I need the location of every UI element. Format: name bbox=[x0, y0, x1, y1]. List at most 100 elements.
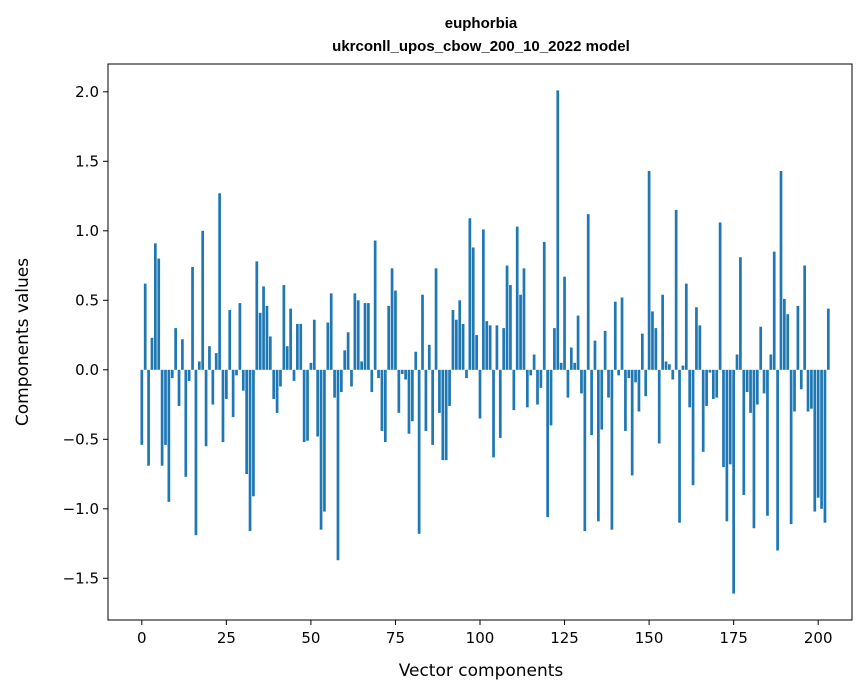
bar-89 bbox=[441, 369, 445, 461]
y-tick-label: 0.5 bbox=[75, 291, 99, 309]
bar-138 bbox=[607, 369, 610, 398]
bar-99 bbox=[475, 335, 478, 370]
bar-42 bbox=[282, 285, 286, 370]
bar-82 bbox=[417, 369, 421, 534]
bar-203 bbox=[826, 308, 830, 370]
bar-129 bbox=[576, 315, 580, 370]
bar-137 bbox=[603, 330, 607, 370]
bar-65 bbox=[360, 361, 363, 370]
y-tick-label: 0.0 bbox=[75, 361, 99, 379]
bar-180 bbox=[749, 369, 752, 413]
bar-116 bbox=[532, 354, 536, 370]
bar-81 bbox=[414, 351, 418, 370]
bar-36 bbox=[262, 286, 265, 370]
bar-153 bbox=[657, 369, 661, 444]
x-tick-label: 150 bbox=[635, 629, 664, 647]
bar-181 bbox=[752, 369, 756, 529]
bar-199 bbox=[813, 369, 817, 512]
bar-149 bbox=[644, 369, 648, 397]
bar-9 bbox=[170, 369, 174, 379]
bar-15 bbox=[191, 266, 194, 370]
bar-107 bbox=[502, 328, 506, 370]
bar-48 bbox=[302, 369, 306, 443]
bar-197 bbox=[806, 369, 810, 412]
bar-111 bbox=[515, 226, 519, 370]
bar-63 bbox=[353, 293, 357, 370]
bar-127 bbox=[569, 347, 573, 370]
x-tick-label: 50 bbox=[301, 629, 320, 647]
bar-109 bbox=[509, 285, 512, 370]
bar-151 bbox=[651, 311, 654, 370]
bar-134 bbox=[593, 340, 597, 370]
bar-79 bbox=[407, 369, 411, 434]
bar-169 bbox=[711, 369, 715, 399]
bar-54 bbox=[323, 369, 326, 512]
y-tick-label: −1.0 bbox=[63, 500, 99, 518]
bar-39 bbox=[272, 369, 276, 399]
bar-185 bbox=[766, 369, 769, 516]
bar-24 bbox=[221, 369, 225, 443]
bar-21 bbox=[211, 369, 215, 405]
bar-145 bbox=[630, 369, 634, 476]
bar-188 bbox=[776, 369, 779, 551]
bar-194 bbox=[796, 305, 800, 370]
bar-167 bbox=[705, 369, 708, 406]
bar-101 bbox=[482, 229, 485, 370]
bar-85 bbox=[427, 344, 431, 370]
bar-52 bbox=[316, 369, 320, 437]
bar-173 bbox=[725, 369, 729, 522]
bar-62 bbox=[350, 369, 353, 387]
bar-12 bbox=[181, 339, 184, 370]
bar-190 bbox=[783, 298, 786, 370]
bar-16 bbox=[194, 369, 198, 536]
bar-186 bbox=[769, 354, 773, 370]
bar-3 bbox=[150, 337, 154, 370]
bar-191 bbox=[786, 314, 790, 370]
bar-57 bbox=[333, 369, 336, 398]
bar-11 bbox=[177, 369, 181, 406]
bar-184 bbox=[762, 369, 766, 394]
x-tick-label: 0 bbox=[137, 629, 147, 647]
bar-47 bbox=[299, 323, 303, 370]
bar-163 bbox=[691, 369, 695, 486]
bar-69 bbox=[373, 240, 377, 370]
bar-31 bbox=[245, 369, 249, 475]
bar-187 bbox=[772, 251, 776, 370]
bar-174 bbox=[728, 369, 732, 465]
bar-1 bbox=[143, 283, 147, 370]
bar-146 bbox=[634, 369, 637, 383]
bar-88 bbox=[438, 369, 441, 413]
bar-144 bbox=[627, 369, 631, 379]
bar-83 bbox=[421, 294, 424, 370]
bar-37 bbox=[265, 305, 269, 370]
bar-176 bbox=[735, 354, 739, 370]
bar-91 bbox=[448, 369, 451, 406]
bar-117 bbox=[536, 369, 539, 405]
bar-90 bbox=[444, 369, 448, 461]
bar-139 bbox=[610, 369, 614, 530]
bar-78 bbox=[404, 369, 407, 380]
y-tick-label: −1.5 bbox=[63, 569, 99, 587]
bar-53 bbox=[319, 369, 323, 530]
bar-44 bbox=[289, 308, 292, 370]
bar-122 bbox=[553, 328, 556, 370]
bar-74 bbox=[390, 268, 394, 370]
bar-45 bbox=[292, 369, 296, 381]
bar-94 bbox=[458, 300, 462, 370]
bar-59 bbox=[339, 369, 343, 393]
bar-118 bbox=[539, 369, 543, 388]
bar-73 bbox=[387, 305, 391, 370]
bar-165 bbox=[698, 325, 702, 370]
bar-130 bbox=[580, 369, 583, 394]
bar-131 bbox=[583, 369, 587, 532]
bar-84 bbox=[424, 369, 428, 431]
bar-75 bbox=[394, 290, 397, 370]
bar-121 bbox=[549, 369, 553, 426]
bar-56 bbox=[329, 293, 333, 370]
bar-43 bbox=[285, 346, 289, 370]
bar-97 bbox=[468, 218, 472, 370]
bar-148 bbox=[640, 333, 644, 370]
bar-171 bbox=[718, 222, 722, 370]
bar-115 bbox=[529, 369, 533, 376]
bar-126 bbox=[566, 369, 570, 398]
